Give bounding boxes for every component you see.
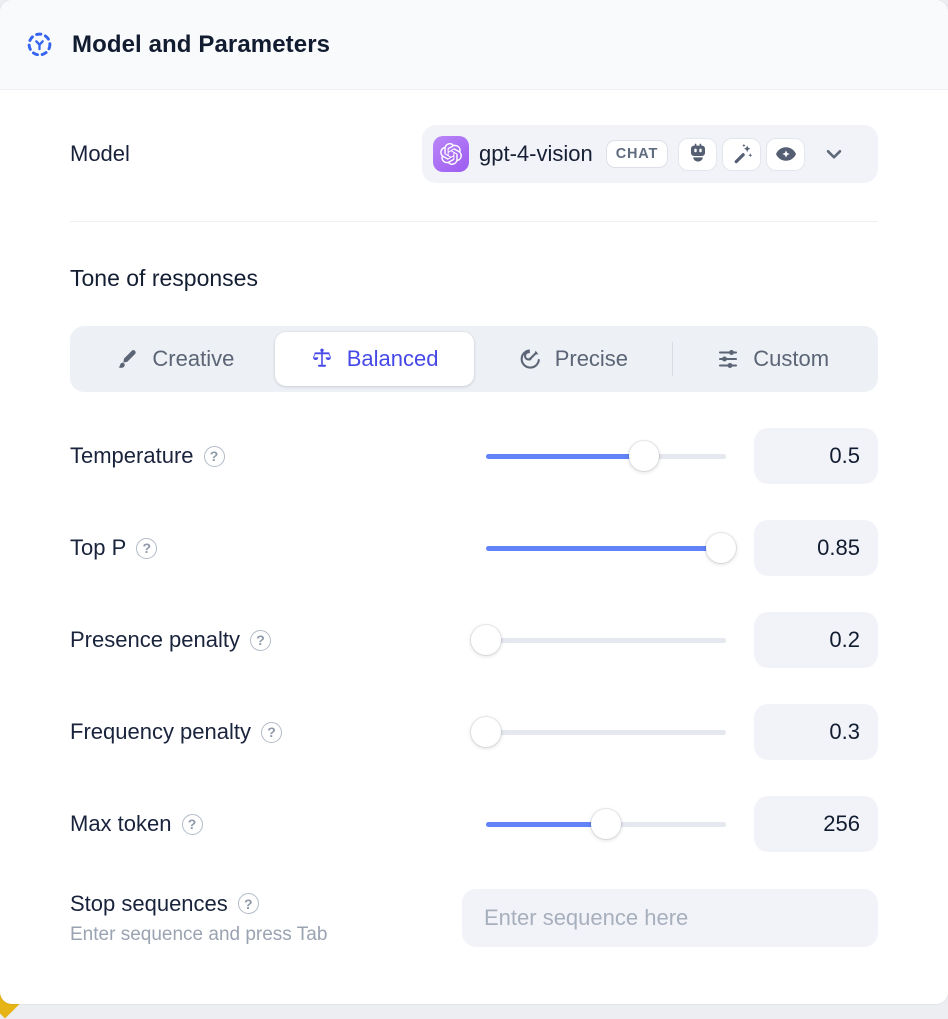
max-token-row: Max token? 256 (70, 778, 878, 870)
selected-model-name: gpt-4-vision (479, 141, 593, 166)
tab-creative[interactable]: Creative (76, 332, 275, 386)
max-token-value[interactable]: 256 (754, 796, 878, 852)
top-p-slider-thumb[interactable] (706, 533, 737, 563)
parameter-list: Temperature? 0.5 Top P? 0.85 Presence penalt… (70, 410, 878, 870)
balance-scale-icon (310, 347, 334, 371)
temperature-label-text: Temperature (70, 443, 194, 468)
panel-title: Model and Parameters (72, 30, 331, 58)
temperature-value[interactable]: 0.5 (754, 428, 878, 484)
presence-penalty-value[interactable]: 0.2 (754, 612, 878, 668)
model-label: Model (70, 141, 130, 166)
model-row: Model gpt-4-vision CHAT (70, 125, 878, 183)
stop-sequences-label-block: Stop sequences ? Enter sequence and pres… (70, 891, 327, 946)
panel-header: Model and Parameters (0, 0, 948, 90)
presence-penalty-slider-track[interactable] (486, 637, 726, 643)
openai-logo-icon (433, 136, 469, 172)
presence-penalty-help-icon[interactable]: ? (250, 629, 271, 651)
frequency-penalty-help-icon[interactable]: ? (261, 721, 282, 743)
model-capability-icons (678, 137, 806, 171)
stop-sequences-row: Stop sequences ? Enter sequence and pres… (70, 889, 878, 947)
max-token-label-text: Max token (70, 811, 172, 836)
panel-content: Model gpt-4-vision CHAT Tone of response… (0, 125, 948, 947)
vision-eye-icon[interactable] (766, 137, 806, 171)
paintbrush-icon (116, 348, 139, 371)
presence-penalty-row: Presence penalty? 0.2 (70, 594, 878, 686)
tab-precise[interactable]: Precise (474, 332, 673, 386)
robot-icon[interactable] (678, 137, 718, 171)
temperature-help-icon[interactable]: ? (203, 445, 225, 467)
frequency-penalty-slider-thumb[interactable] (471, 717, 501, 747)
max-token-slider[interactable] (486, 809, 726, 839)
temperature-label: Temperature? (70, 443, 486, 469)
top-p-value[interactable]: 0.85 (754, 520, 878, 576)
stop-sequences-help-icon[interactable]: ? (237, 893, 259, 914)
top-p-label: Top P? (70, 535, 486, 561)
frequency-penalty-value[interactable]: 0.3 (754, 704, 878, 760)
stop-sequence-input[interactable] (462, 889, 878, 947)
top-p-help-icon[interactable]: ? (136, 537, 158, 559)
chevron-down-icon[interactable] (821, 141, 847, 167)
top-p-slider-fill (486, 545, 722, 551)
model-network-icon (26, 31, 53, 58)
presence-penalty-label-text: Presence penalty (70, 627, 240, 652)
stop-sequences-hint: Enter sequence and press Tab (70, 923, 328, 945)
max-token-help-icon[interactable]: ? (181, 813, 203, 835)
tone-tab-bar: Creative Balanced Precise Custom (70, 326, 878, 392)
frequency-penalty-label-text: Frequency penalty (70, 719, 251, 744)
temperature-slider-fill (486, 453, 645, 459)
top-p-slider[interactable] (486, 533, 737, 563)
tab-divider (672, 342, 674, 376)
model-select-dropdown[interactable]: gpt-4-vision CHAT (422, 125, 878, 183)
target-icon (518, 347, 542, 371)
sliders-icon (716, 347, 740, 371)
presence-penalty-slider[interactable] (471, 625, 726, 655)
presence-penalty-label: Presence penalty? (70, 627, 486, 653)
frequency-penalty-label: Frequency penalty? (70, 719, 486, 745)
tab-label: Creative (152, 346, 235, 371)
top-p-label-text: Top P (70, 535, 127, 560)
temperature-row: Temperature? 0.5 (70, 410, 878, 502)
max-token-slider-thumb[interactable] (591, 809, 621, 839)
frequency-penalty-row: Frequency penalty? 0.3 (70, 686, 878, 778)
tab-balanced[interactable]: Balanced (274, 332, 474, 386)
tab-label: Precise (554, 346, 629, 371)
frequency-penalty-slider-track[interactable] (486, 729, 726, 735)
max-token-label: Max token? (70, 811, 486, 837)
tone-section-heading: Tone of responses (70, 265, 258, 291)
model-type-badge: CHAT (605, 140, 669, 168)
frequency-penalty-slider[interactable] (471, 717, 726, 747)
temperature-slider[interactable] (486, 441, 726, 471)
stop-sequences-label: Stop sequences (70, 890, 228, 916)
temperature-slider-thumb[interactable] (629, 441, 660, 471)
tab-custom[interactable]: Custom (673, 332, 872, 386)
tab-label: Custom (753, 346, 830, 371)
tab-label: Balanced (346, 346, 439, 371)
presence-penalty-slider-thumb[interactable] (471, 625, 501, 655)
section-divider (70, 221, 878, 222)
magic-wand-icon[interactable] (722, 137, 762, 171)
max-token-slider-fill (486, 821, 606, 827)
top-p-row: Top P? 0.85 (70, 502, 878, 594)
